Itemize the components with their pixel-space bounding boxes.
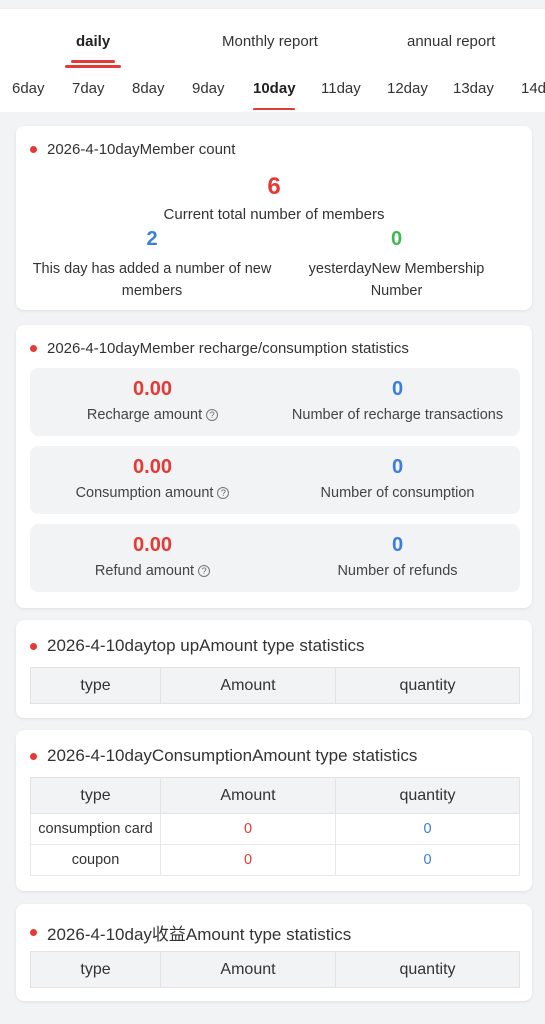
total-members-value: 6 (267, 173, 281, 200)
bullet-dot-icon (30, 752, 37, 760)
table-row: consumption card 0 0 (30, 813, 520, 845)
day-item-6[interactable]: 6day (12, 80, 45, 97)
help-circle-icon[interactable]: ? (206, 409, 219, 421)
column-header-quantity: quantity (335, 667, 520, 704)
recharge-count-value: 0 (391, 378, 404, 400)
recharge-consumption-card: 2026-4-10dayMember recharge/consumption … (16, 325, 532, 608)
column-header-type: type (30, 667, 161, 704)
recharge-count-label: Number of recharge transactions (291, 407, 504, 423)
consumption-count-value: 0 (391, 456, 404, 478)
recharge-amount-label: Recharge amount (86, 407, 203, 423)
consumption-amount-value: 0.00 (133, 456, 172, 478)
recharge-stat-box: 0.00 Recharge amount? 0 Number of rechar… (30, 368, 520, 436)
recharge-amount-value: 0.00 (133, 378, 172, 400)
column-header-amount: Amount (160, 667, 336, 704)
refund-amount-label: Refund amount (94, 563, 195, 579)
day-item-13[interactable]: 13day (453, 80, 494, 97)
column-header-amount: Amount (160, 951, 336, 988)
day-item-7[interactable]: 7day (72, 80, 105, 97)
column-header-type: type (30, 777, 161, 814)
report-header: daily Monthly report annual report 6day … (0, 8, 545, 112)
type-cell: coupon (30, 844, 161, 876)
column-header-quantity: quantity (335, 777, 520, 814)
day-item-11[interactable]: 11day (321, 80, 361, 97)
day-item-12[interactable]: 12day (387, 80, 428, 97)
consumption-type-table: type Amount quantity consumption card 0 … (30, 777, 520, 876)
quantity-cell: 0 (335, 844, 520, 876)
consumption-stat-box: 0.00 Consumption amount? 0 Number of con… (30, 446, 520, 514)
bullet-dot-icon (30, 345, 37, 352)
refund-stat-box: 0.00 Refund amount? 0 Number of refunds (30, 524, 520, 592)
table-row: coupon 0 0 (30, 844, 520, 876)
tab-daily[interactable]: daily (76, 33, 111, 50)
bullet-dot-icon (30, 146, 37, 153)
day-item-9[interactable]: 9day (192, 80, 225, 97)
total-members-label: Current total number of members (163, 206, 385, 223)
column-header-quantity: quantity (335, 951, 520, 988)
day-item-10[interactable]: 10day (253, 80, 296, 97)
help-circle-icon[interactable]: ? (198, 565, 211, 577)
income-type-card: 2026-4-10day收益Amount type statistics typ… (16, 904, 532, 1001)
day-selector[interactable]: 6day 7day 8day 9day 10day 11day 12day 13… (0, 80, 545, 110)
amount-cell: 0 (160, 813, 336, 845)
day-item-14[interactable]: 14day (521, 80, 545, 97)
topup-type-card: 2026-4-10daytop upAmount type statistics… (16, 620, 532, 718)
refund-count-label: Number of refunds (337, 563, 458, 579)
topup-card-title: 2026-4-10daytop upAmount type statistics (30, 636, 365, 656)
quantity-cell: 0 (335, 813, 520, 845)
bullet-dot-icon (30, 642, 37, 650)
day-item-8[interactable]: 8day (132, 80, 165, 97)
refund-count-value: 0 (391, 534, 404, 556)
consumption-amount-label: Consumption amount (75, 485, 214, 501)
type-cell: consumption card (30, 813, 161, 845)
refund-amount-value: 0.00 (133, 534, 172, 556)
help-circle-icon[interactable]: ? (217, 487, 230, 499)
yesterday-members-value: 0 (390, 228, 403, 250)
income-card-title: 2026-4-10day收益Amount type statistics (30, 920, 351, 945)
tab-monthly-report[interactable]: Monthly report (222, 33, 318, 50)
column-header-amount: Amount (160, 777, 336, 814)
consumption-count-label: Number of consumption (320, 485, 475, 501)
added-members-label: This day has added a number of new membe… (32, 261, 272, 299)
member-count-card: 2026-4-10dayMember count 6 Current total… (16, 126, 532, 310)
consumption-card-title: 2026-4-10dayConsumptionAmount type stati… (30, 746, 417, 766)
tab-annual-report[interactable]: annual report (407, 33, 496, 50)
yesterday-members-label: yesterdayNew Membership Number (308, 261, 485, 299)
topup-type-table: type Amount quantity (30, 667, 520, 704)
recharge-card-title: 2026-4-10dayMember recharge/consumption … (30, 340, 409, 357)
bullet-dot-icon (30, 929, 37, 936)
member-count-title: 2026-4-10dayMember count (30, 141, 235, 158)
column-header-type: type (30, 951, 161, 988)
active-day-indicator (253, 108, 295, 110)
added-members-value: 2 (146, 228, 158, 250)
consumption-type-card: 2026-4-10dayConsumptionAmount type stati… (16, 730, 532, 891)
income-type-table: type Amount quantity (30, 951, 520, 988)
amount-cell: 0 (160, 844, 336, 876)
active-tab-indicator (71, 60, 115, 63)
